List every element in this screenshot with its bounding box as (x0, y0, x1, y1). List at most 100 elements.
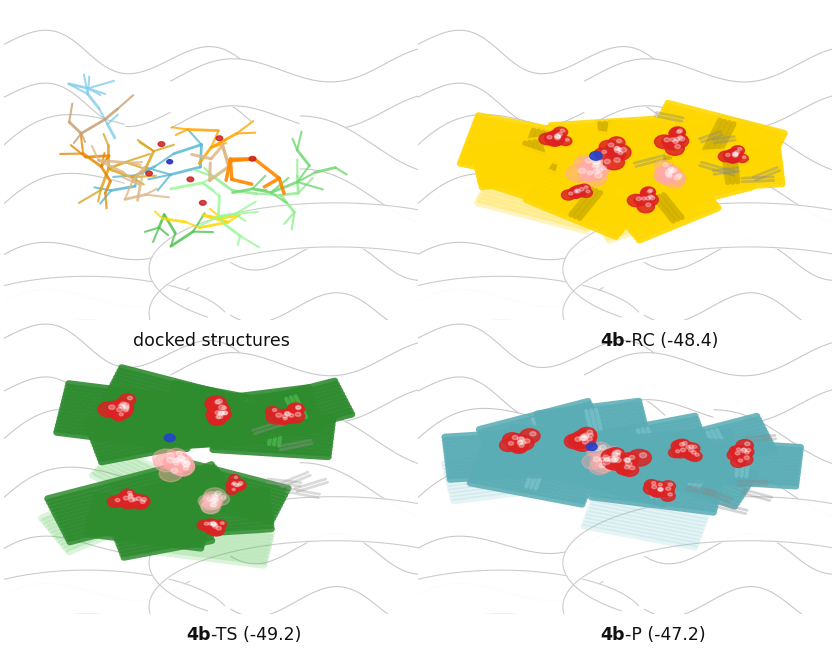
Circle shape (524, 439, 530, 443)
Circle shape (587, 445, 604, 457)
Circle shape (205, 396, 227, 412)
Circle shape (295, 412, 301, 416)
Circle shape (735, 151, 740, 154)
Circle shape (662, 168, 677, 179)
Circle shape (145, 171, 152, 176)
Circle shape (609, 146, 624, 157)
Circle shape (165, 434, 175, 442)
Circle shape (644, 483, 660, 495)
Circle shape (273, 408, 277, 412)
Circle shape (203, 495, 222, 509)
Circle shape (136, 497, 141, 501)
Circle shape (266, 406, 279, 416)
Circle shape (738, 446, 754, 457)
Circle shape (579, 435, 596, 447)
Circle shape (663, 163, 668, 167)
Circle shape (288, 403, 304, 415)
Circle shape (729, 446, 743, 456)
Circle shape (286, 410, 304, 423)
Circle shape (208, 523, 212, 525)
Circle shape (655, 169, 676, 184)
Circle shape (120, 402, 126, 406)
Circle shape (691, 451, 696, 454)
Circle shape (669, 167, 674, 171)
Circle shape (645, 197, 650, 200)
Circle shape (222, 406, 227, 410)
Circle shape (520, 437, 524, 440)
Circle shape (670, 133, 686, 145)
Circle shape (124, 406, 129, 410)
Circle shape (128, 491, 132, 494)
Circle shape (518, 440, 522, 444)
Circle shape (511, 438, 526, 449)
Circle shape (508, 442, 513, 445)
Circle shape (127, 396, 132, 400)
Circle shape (170, 457, 195, 475)
Circle shape (593, 169, 599, 173)
Circle shape (578, 184, 590, 193)
Circle shape (735, 446, 749, 456)
Circle shape (201, 500, 221, 514)
Circle shape (174, 461, 179, 465)
Circle shape (650, 485, 666, 497)
Circle shape (674, 439, 691, 451)
Circle shape (645, 479, 659, 490)
Circle shape (601, 166, 606, 170)
Circle shape (741, 448, 747, 453)
Circle shape (127, 494, 145, 507)
Circle shape (668, 493, 672, 496)
Circle shape (520, 429, 540, 443)
Circle shape (573, 432, 589, 444)
Circle shape (627, 195, 645, 207)
Circle shape (112, 400, 134, 415)
Circle shape (203, 521, 219, 532)
Circle shape (202, 520, 220, 533)
Circle shape (123, 408, 128, 412)
Circle shape (732, 153, 737, 157)
Circle shape (599, 455, 620, 470)
Circle shape (579, 188, 593, 197)
Circle shape (601, 450, 625, 467)
Circle shape (589, 460, 609, 475)
Circle shape (507, 434, 528, 449)
Circle shape (114, 406, 132, 418)
Circle shape (592, 159, 599, 165)
Circle shape (277, 410, 292, 420)
Circle shape (568, 192, 573, 195)
Circle shape (232, 488, 235, 491)
Circle shape (611, 149, 625, 160)
Circle shape (681, 446, 696, 457)
Circle shape (675, 145, 681, 149)
Circle shape (669, 448, 682, 457)
Circle shape (609, 143, 614, 147)
Text: docked structures: docked structures (133, 333, 289, 351)
Circle shape (723, 149, 742, 162)
Circle shape (159, 465, 182, 481)
Circle shape (594, 156, 614, 171)
Circle shape (296, 406, 301, 409)
Circle shape (624, 458, 630, 462)
Circle shape (658, 489, 662, 491)
Circle shape (116, 408, 122, 412)
Circle shape (559, 137, 572, 145)
Circle shape (676, 130, 681, 133)
Circle shape (177, 456, 185, 461)
Circle shape (668, 483, 672, 486)
Circle shape (283, 414, 288, 418)
Circle shape (584, 169, 607, 186)
Circle shape (586, 443, 597, 451)
Circle shape (620, 463, 639, 476)
Circle shape (617, 148, 622, 151)
Circle shape (638, 195, 654, 206)
Circle shape (636, 197, 641, 201)
Circle shape (625, 461, 632, 466)
Circle shape (660, 491, 675, 501)
Circle shape (140, 500, 145, 503)
Circle shape (555, 136, 560, 139)
Circle shape (634, 195, 650, 206)
Circle shape (512, 435, 528, 446)
Circle shape (615, 147, 619, 150)
Circle shape (602, 150, 607, 153)
Circle shape (288, 404, 304, 415)
Circle shape (238, 481, 243, 485)
